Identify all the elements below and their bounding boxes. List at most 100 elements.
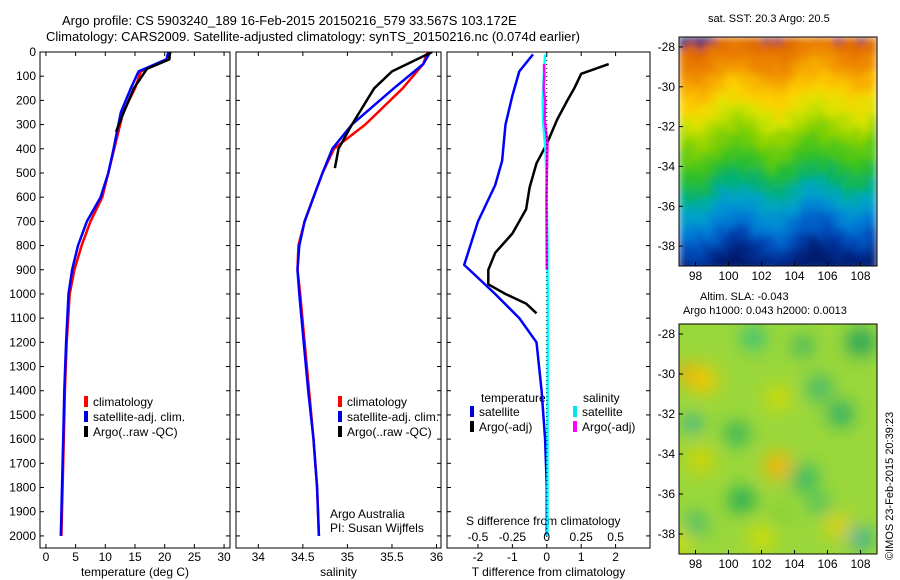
sst-cell — [811, 253, 818, 260]
sst-cell — [751, 187, 758, 194]
sst-map-frame — [678, 36, 878, 267]
x-axis-label: T difference from climatology — [472, 565, 626, 579]
sla-blob — [809, 494, 830, 514]
sst-cell — [697, 67, 704, 74]
sst-cell — [739, 193, 746, 200]
x-tick-label: 10 — [99, 550, 113, 564]
sla-blob — [792, 336, 813, 356]
sst-cell — [745, 193, 752, 200]
sst-cell — [829, 199, 836, 206]
sst-cell — [763, 139, 770, 146]
sst-cell — [787, 169, 794, 176]
sst-cell — [703, 205, 710, 212]
sst-cell — [745, 235, 752, 242]
sst-cell — [709, 115, 716, 122]
sst-cell — [871, 85, 877, 92]
sst-cell — [745, 121, 752, 128]
sst-cell — [709, 211, 716, 218]
sst-cell — [787, 199, 794, 206]
sst-cell — [751, 145, 758, 152]
sst-cell — [799, 115, 806, 122]
sst-cell — [739, 187, 746, 194]
sst-cell — [841, 67, 848, 74]
sst-cell — [829, 145, 836, 152]
sst-cell — [697, 211, 704, 218]
sst-cell — [811, 103, 818, 110]
sst-cell — [691, 253, 698, 260]
sst-cell — [775, 253, 782, 260]
sst-cell — [727, 121, 734, 128]
sst-cell — [817, 205, 824, 212]
sst-cell — [793, 127, 800, 134]
sst-cell — [679, 247, 686, 254]
sst-cell — [745, 163, 752, 170]
sst-cell — [817, 67, 824, 74]
sst-cell — [835, 79, 842, 86]
sst-cell — [751, 217, 758, 224]
sst-cell — [727, 85, 734, 92]
sst-cell — [847, 115, 854, 122]
sst-cell — [721, 73, 728, 80]
sst-cell — [763, 121, 770, 128]
sst-cell — [865, 67, 872, 74]
sst-cell — [835, 157, 842, 164]
sst-cell — [775, 187, 782, 194]
sst-cell — [739, 157, 746, 164]
sst-cell — [715, 223, 722, 230]
sst-cell — [739, 253, 746, 260]
sst-cell — [799, 73, 806, 80]
sst-cell — [775, 217, 782, 224]
sst-cell — [865, 157, 872, 164]
sst-cell — [745, 61, 752, 68]
sst-cell — [781, 181, 788, 188]
sst-cell — [727, 223, 734, 230]
sst-cell — [739, 223, 746, 230]
sst-cell — [781, 133, 788, 140]
sst-cell — [685, 37, 692, 44]
sst-cell — [679, 151, 686, 158]
sst-cell — [757, 127, 764, 134]
sst-cell — [721, 163, 728, 170]
sst-cell — [679, 229, 686, 236]
sst-cell — [745, 127, 752, 134]
sst-cell — [727, 205, 734, 212]
sst-cell — [865, 127, 872, 134]
sst-cell — [787, 115, 794, 122]
sst-cell — [811, 223, 818, 230]
sst-cell — [775, 223, 782, 230]
sst-cell — [721, 145, 728, 152]
sst-cell — [793, 253, 800, 260]
sst-cell — [763, 43, 770, 50]
map-x-tick-label: 106 — [817, 557, 837, 571]
sst-cell — [703, 43, 710, 50]
sst-cell — [751, 121, 758, 128]
sst-cell — [703, 235, 710, 242]
sst-cell — [733, 217, 740, 224]
sla-blob — [683, 512, 708, 536]
sst-cell — [769, 97, 776, 104]
sst-cell — [709, 37, 716, 44]
sst-cell — [805, 229, 812, 236]
sst-cell — [847, 55, 854, 62]
sst-cell — [799, 109, 806, 116]
sst-cell — [787, 241, 794, 248]
sst-cell — [865, 259, 872, 266]
sla-blob — [728, 487, 755, 513]
sst-cell — [805, 211, 812, 218]
s-diff-tick-label: 0.5 — [607, 530, 624, 544]
sst-cell — [865, 133, 872, 140]
sst-cell — [805, 97, 812, 104]
map-y-tick-label: -30 — [658, 367, 676, 381]
sst-cell — [733, 199, 740, 206]
sst-cell — [853, 181, 860, 188]
depth-tick-label: 900 — [16, 263, 36, 277]
sst-cell — [697, 37, 704, 44]
sst-cell — [745, 43, 752, 50]
depth-tick-label: 800 — [16, 239, 36, 253]
sst-cell — [847, 223, 854, 230]
map-x-tick-label: 98 — [689, 557, 703, 571]
sst-cell — [847, 43, 854, 50]
sst-cell — [781, 103, 788, 110]
sst-cell — [859, 115, 866, 122]
legend-swatch — [338, 411, 342, 422]
